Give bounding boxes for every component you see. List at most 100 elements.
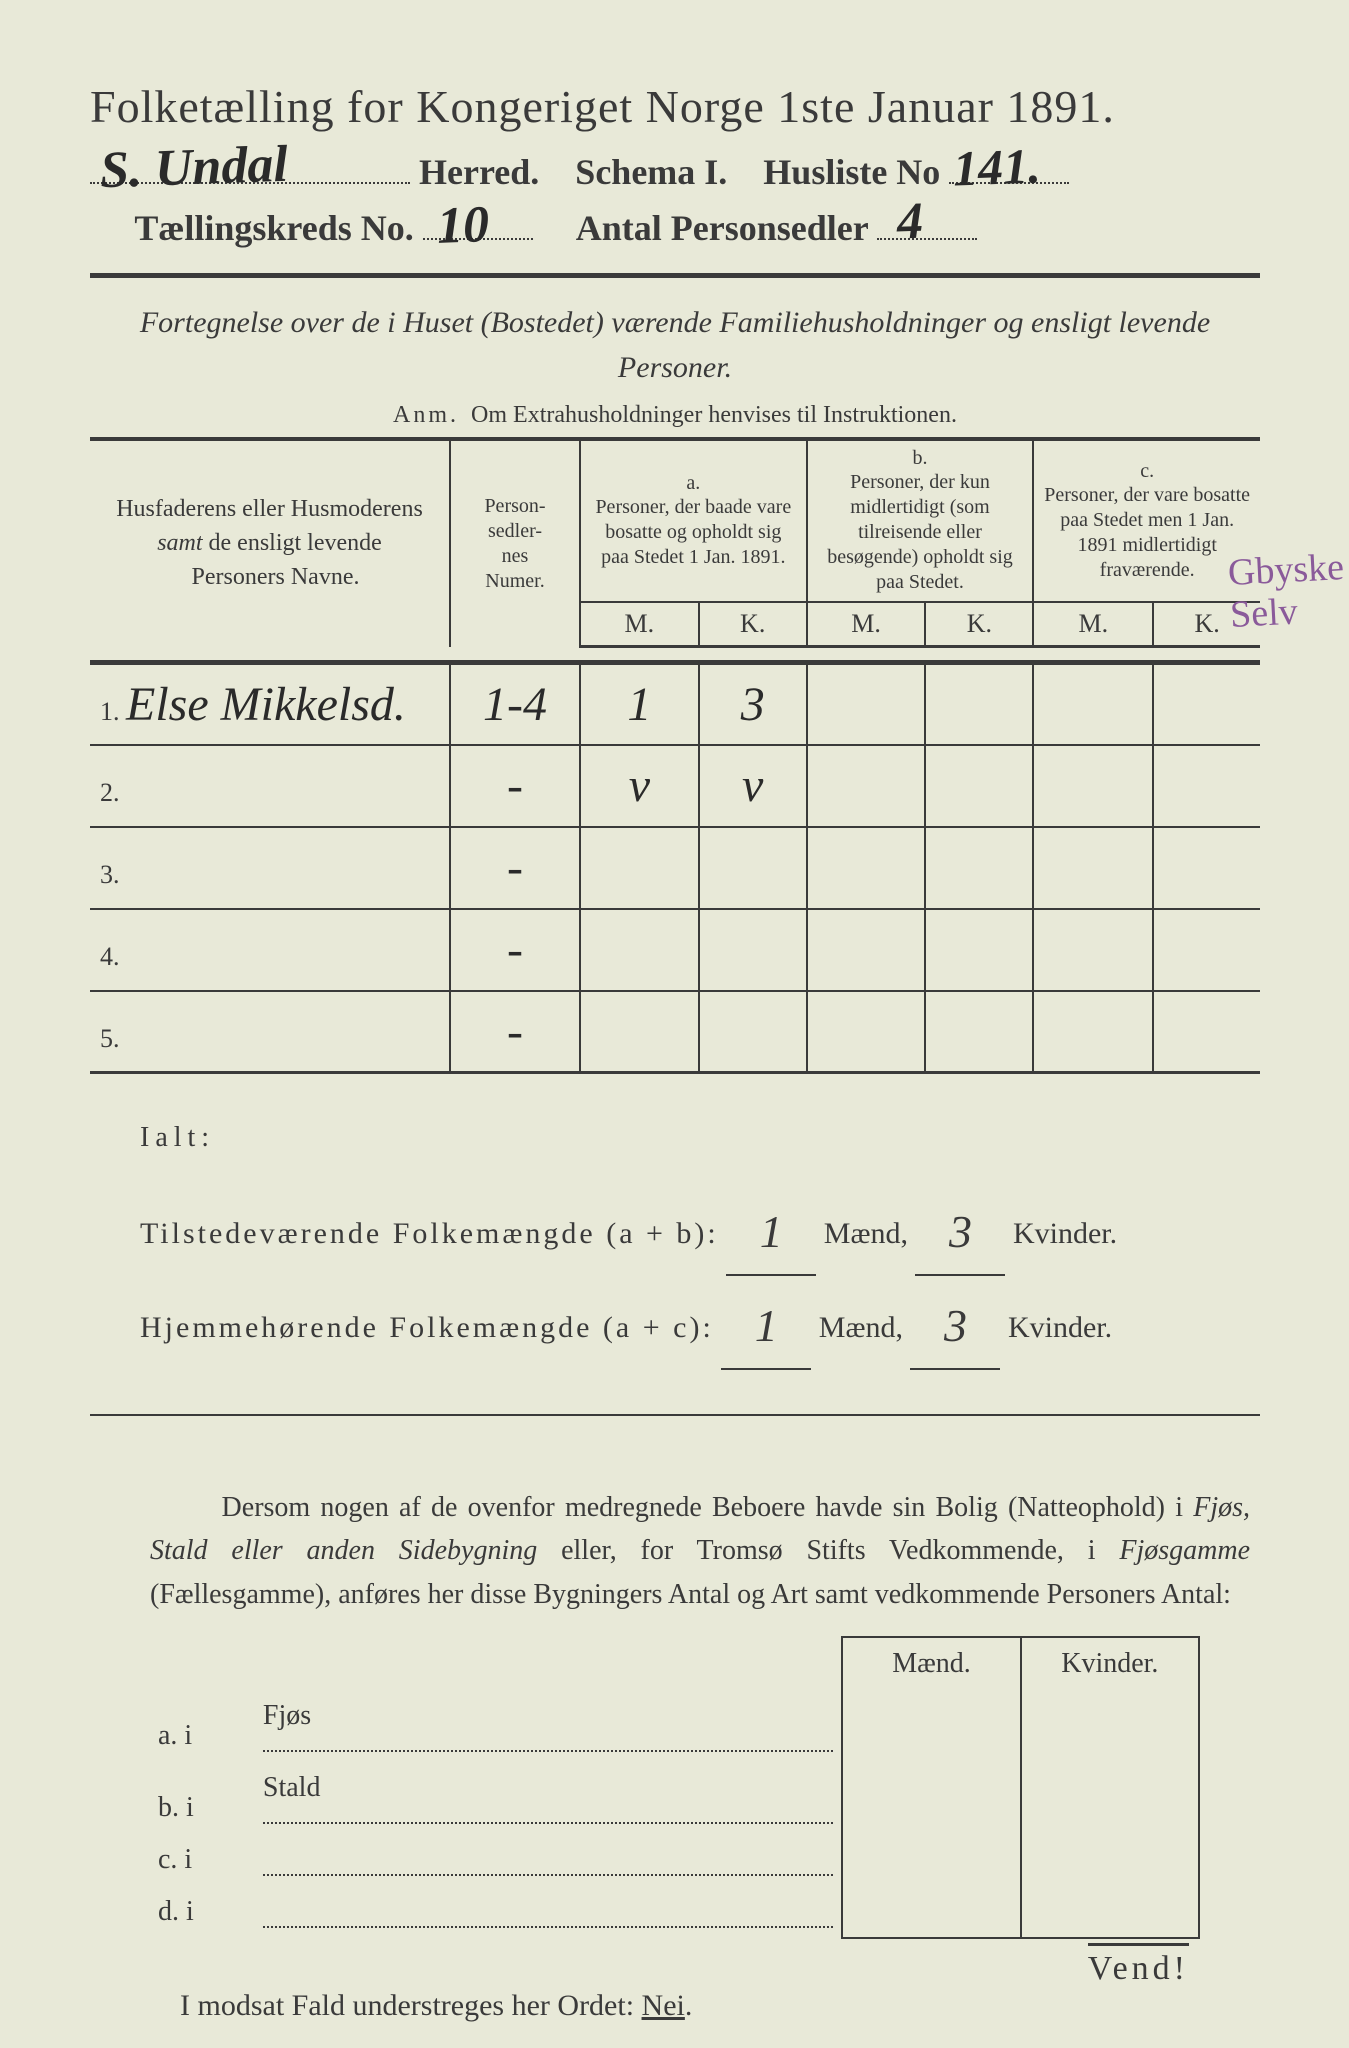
st-prefix: c. i xyxy=(150,1834,255,1886)
herred-label: Herred. xyxy=(419,152,539,192)
schema-label: Schema I. xyxy=(575,152,727,192)
husliste-label: Husliste No xyxy=(763,152,940,192)
building-row: c. i xyxy=(150,1834,1199,1886)
dotted-fill xyxy=(263,1856,833,1876)
row-b-m xyxy=(807,909,926,991)
a-k: K. xyxy=(699,602,807,647)
row-a-m xyxy=(580,827,699,909)
double-rule xyxy=(90,647,1260,663)
row-b-m xyxy=(807,663,926,745)
row-b-k xyxy=(925,991,1033,1073)
col-name-samt: samt xyxy=(157,530,202,556)
totals-line-2: Hjemmehørende Folkemængde (a + c): 1 Mæn… xyxy=(140,1276,1260,1370)
subtitle: Fortegnelse over de i Huset (Bostedet) v… xyxy=(130,300,1220,390)
row-c-k xyxy=(1153,663,1260,745)
col-name-l2: de ensligt levende xyxy=(209,530,382,556)
maend-2: Mænd, xyxy=(819,1311,903,1344)
col-c-text: Personer, der vare bosatte paa Stedet me… xyxy=(1042,483,1252,583)
antal-value: 4 xyxy=(896,192,924,252)
para-i2: Fjøsgamme xyxy=(1119,1535,1250,1566)
st-m xyxy=(842,1834,1020,1886)
kreds-label: Tællingskreds No. xyxy=(134,208,413,248)
col-a-letter: a. xyxy=(589,472,798,495)
row-b-k xyxy=(925,909,1033,991)
col-name-l3: Personers Navne. xyxy=(192,564,360,590)
st-k xyxy=(1021,1762,1199,1834)
totals-l2-k-val: 3 xyxy=(944,1300,967,1351)
st-label-cell: Fjøs xyxy=(255,1690,842,1762)
table-row: 2. -vv xyxy=(90,745,1260,827)
totals-l2-k: 3 xyxy=(910,1276,1000,1370)
st-head-m: Mænd. xyxy=(842,1637,1020,1690)
building-row: a. iFjøs xyxy=(150,1690,1199,1762)
nei-line: I modsat Fald understreges her Ordet: Ne… xyxy=(180,1989,1260,2023)
st-m xyxy=(842,1690,1020,1762)
antal-field: 4 xyxy=(877,238,977,240)
totals-l1-label: Tilstedeværende Folkemængde (a + b): xyxy=(140,1217,719,1250)
col-num-header: Person- sedler- nes Numer. xyxy=(450,440,580,647)
totals-l1-k-val: 3 xyxy=(949,1206,972,1257)
husliste-field: 141. xyxy=(949,182,1069,184)
para-t2: eller, for Tromsø Stifts Vedkommende, i xyxy=(561,1535,1119,1566)
rule-1 xyxy=(90,273,1260,278)
row-c-k xyxy=(1153,827,1260,909)
c-m: M. xyxy=(1033,602,1153,647)
st-m xyxy=(842,1762,1020,1834)
st-blank-1 xyxy=(150,1637,255,1690)
st-prefix: d. i xyxy=(150,1886,255,1938)
row-c-m xyxy=(1033,827,1153,909)
col-c-header: c. Personer, der vare bosatte paa Stedet… xyxy=(1033,440,1260,602)
header-row-2: S. Undal Herred. Schema I. Husliste No 1… xyxy=(90,151,1260,193)
main-title: Folketælling for Kongeriget Norge 1ste J… xyxy=(90,80,1260,133)
building-row: b. iStald xyxy=(150,1762,1199,1834)
row-a-m: v xyxy=(580,745,699,827)
col-a-header: a. Personer, der baade vare bosatte og o… xyxy=(580,440,807,602)
totals-l2-label: Hjemmehørende Folkemængde (a + c): xyxy=(140,1311,714,1344)
antal-label: Antal Personsedler xyxy=(576,208,868,248)
rule-3 xyxy=(90,1414,1260,1416)
table-row: 4. - xyxy=(90,909,1260,991)
margin-note-l2: Selv xyxy=(1229,589,1347,637)
st-m xyxy=(842,1886,1020,1938)
row-pnum: - xyxy=(450,827,580,909)
row-c-m xyxy=(1033,745,1153,827)
totals-line-1: Tilstedeværende Folkemængde (a + b): 1 M… xyxy=(140,1182,1260,1276)
row-b-k xyxy=(925,745,1033,827)
para-t1: Dersom nogen af de ovenfor medregnede Be… xyxy=(222,1492,1194,1523)
row-pnum: - xyxy=(450,909,580,991)
main-table: Husfaderens eller Husmoderens samt de en… xyxy=(90,439,1260,1074)
herred-field: S. Undal xyxy=(90,182,410,184)
col-name-l1: Husfaderens eller Husmoderens xyxy=(116,496,423,522)
nei-after: . xyxy=(685,1989,693,2022)
row-a-k xyxy=(699,991,807,1073)
st-label-cell: Stald xyxy=(255,1762,842,1834)
row-b-k xyxy=(925,827,1033,909)
col-b-header: b. Personer, der kun midlertidigt (som t… xyxy=(807,440,1034,602)
row-b-m xyxy=(807,991,926,1073)
table-row: 3. - xyxy=(90,827,1260,909)
st-k xyxy=(1021,1886,1199,1938)
row-c-k xyxy=(1153,745,1260,827)
st-prefix: a. i xyxy=(150,1690,255,1762)
kreds-value: 10 xyxy=(436,195,490,256)
nei-before: I modsat Fald understreges her Ordet: xyxy=(180,1989,642,2022)
col-c-letter: c. xyxy=(1042,460,1252,483)
census-form-page: Folketælling for Kongeriget Norge 1ste J… xyxy=(90,80,1260,2023)
row-a-k: v xyxy=(699,745,807,827)
herred-value: S. Undal xyxy=(99,135,289,201)
row-num: 4. xyxy=(90,909,450,991)
vend-label: Vend! xyxy=(1088,1943,1189,1988)
totals-block: Ialt: Tilstedeværende Folkemængde (a + b… xyxy=(140,1110,1260,1370)
husliste-value: 141. xyxy=(952,136,1041,197)
dotted-fill xyxy=(263,1732,833,1752)
row-c-k xyxy=(1153,991,1260,1073)
st-k xyxy=(1021,1834,1199,1886)
col-b-text: Personer, der kun midlertidigt (som tilr… xyxy=(816,470,1025,595)
st-label-cell xyxy=(255,1886,842,1938)
row-c-m xyxy=(1033,991,1153,1073)
row-pnum: - xyxy=(450,991,580,1073)
row-a-k xyxy=(699,827,807,909)
table-row: 1. Else Mikkelsd.1-413 xyxy=(90,663,1260,745)
row-num: 3. xyxy=(90,827,450,909)
para-t3: (Fællesgamme), anføres her disse Bygning… xyxy=(150,1579,1231,1610)
